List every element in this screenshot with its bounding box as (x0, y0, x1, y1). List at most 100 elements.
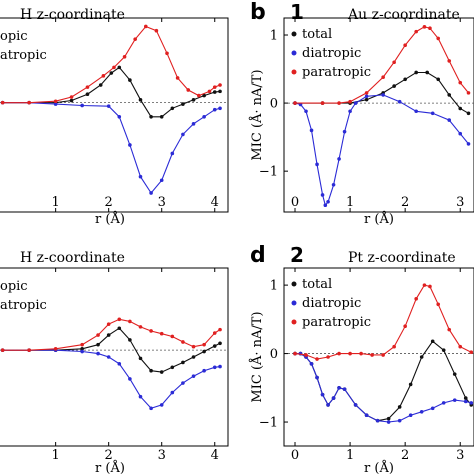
data-point (375, 418, 380, 423)
data-point (85, 92, 90, 96)
data-point (414, 70, 418, 75)
data-point (331, 396, 336, 400)
legend-marker (291, 31, 297, 37)
data-point (170, 106, 175, 111)
data-point (469, 401, 474, 405)
x-tick-label: 3 (158, 195, 166, 210)
data-point (117, 362, 122, 366)
data-point (202, 93, 206, 98)
y-axis-label: MIC (Å· nA/T) (249, 69, 265, 160)
data-point (408, 382, 413, 387)
data-point (80, 346, 84, 351)
data-point (212, 344, 217, 348)
data-point (212, 331, 217, 335)
data-point (458, 131, 463, 136)
data-point (337, 101, 341, 105)
data-point (430, 111, 435, 116)
data-point (165, 51, 169, 56)
data-point (159, 403, 164, 407)
data-point (96, 342, 100, 347)
data-point (202, 114, 206, 119)
data-point (0, 100, 5, 105)
series-diatropic (0, 100, 222, 195)
series-total (0, 65, 222, 119)
data-point (447, 327, 452, 332)
series-line (295, 353, 472, 423)
data-point (293, 101, 297, 105)
data-point (96, 351, 100, 356)
series-paratropic (293, 25, 471, 105)
panel-title: Pt z-coordinate (348, 250, 456, 266)
x-tick-label: 4 (211, 195, 219, 210)
data-point (181, 340, 185, 344)
x-tick-label: 3 (158, 448, 166, 463)
data-point (53, 102, 58, 106)
data-point (69, 98, 74, 103)
x-tick-label: 1 (51, 448, 59, 463)
data-point (181, 360, 185, 365)
data-point (191, 374, 196, 378)
data-point (348, 351, 352, 356)
data-point (69, 95, 74, 99)
x-axis-label: r (Å) (95, 211, 125, 227)
data-point (109, 71, 114, 75)
legend-entry: atropic (0, 48, 47, 63)
series-line (2, 102, 221, 194)
data-point (397, 405, 402, 409)
data-point (370, 353, 374, 357)
data-point (326, 355, 330, 359)
data-point (80, 103, 84, 108)
data-point (304, 353, 308, 357)
data-point (202, 342, 206, 347)
data-point (447, 93, 452, 97)
data-point (348, 109, 352, 114)
x-axis-label: r (Å) (95, 460, 125, 474)
panel-a: 1 2 3 4 r (Å) H z-coordinate opic atropic (0, 7, 229, 227)
data-point (392, 84, 396, 88)
data-point (408, 413, 413, 417)
y-tick-label: 0 (270, 347, 278, 362)
series-line (2, 66, 221, 118)
data-point (191, 98, 196, 102)
y-tick-label: −1 (259, 416, 278, 431)
data-point (143, 24, 148, 29)
data-point (386, 416, 391, 421)
data-point (430, 339, 435, 344)
data-point (359, 351, 363, 356)
data-point (117, 326, 122, 331)
series-total (293, 339, 474, 423)
data-point (202, 349, 206, 354)
legend-entry: diatropic (302, 46, 361, 61)
data-point (447, 59, 452, 63)
data-point (315, 162, 319, 167)
data-point (381, 93, 385, 97)
data-point (458, 106, 463, 111)
data-point (191, 344, 196, 349)
series-line (294, 284, 472, 360)
data-point (191, 355, 196, 359)
legend-marker (291, 319, 297, 325)
data-point (159, 114, 164, 119)
data-point (212, 107, 217, 112)
data-point (85, 85, 90, 89)
x-tick-label: 1 (346, 448, 354, 463)
data-point (138, 325, 143, 329)
data-point (403, 43, 407, 48)
series-diatropic (293, 351, 474, 424)
data-point (117, 317, 122, 322)
data-point (315, 375, 319, 380)
legend-entry: paratropic (302, 315, 371, 330)
data-point (175, 76, 180, 80)
data-point (419, 409, 424, 414)
data-point (170, 151, 175, 156)
data-point (128, 377, 132, 381)
x-tick-label: 2 (105, 195, 113, 210)
data-point (53, 346, 58, 351)
legend-marker (291, 50, 297, 56)
plot-frame (283, 17, 474, 213)
legend: opic atropic (0, 29, 47, 63)
data-point (101, 74, 106, 78)
data-point (122, 55, 127, 59)
data-point (212, 365, 217, 370)
